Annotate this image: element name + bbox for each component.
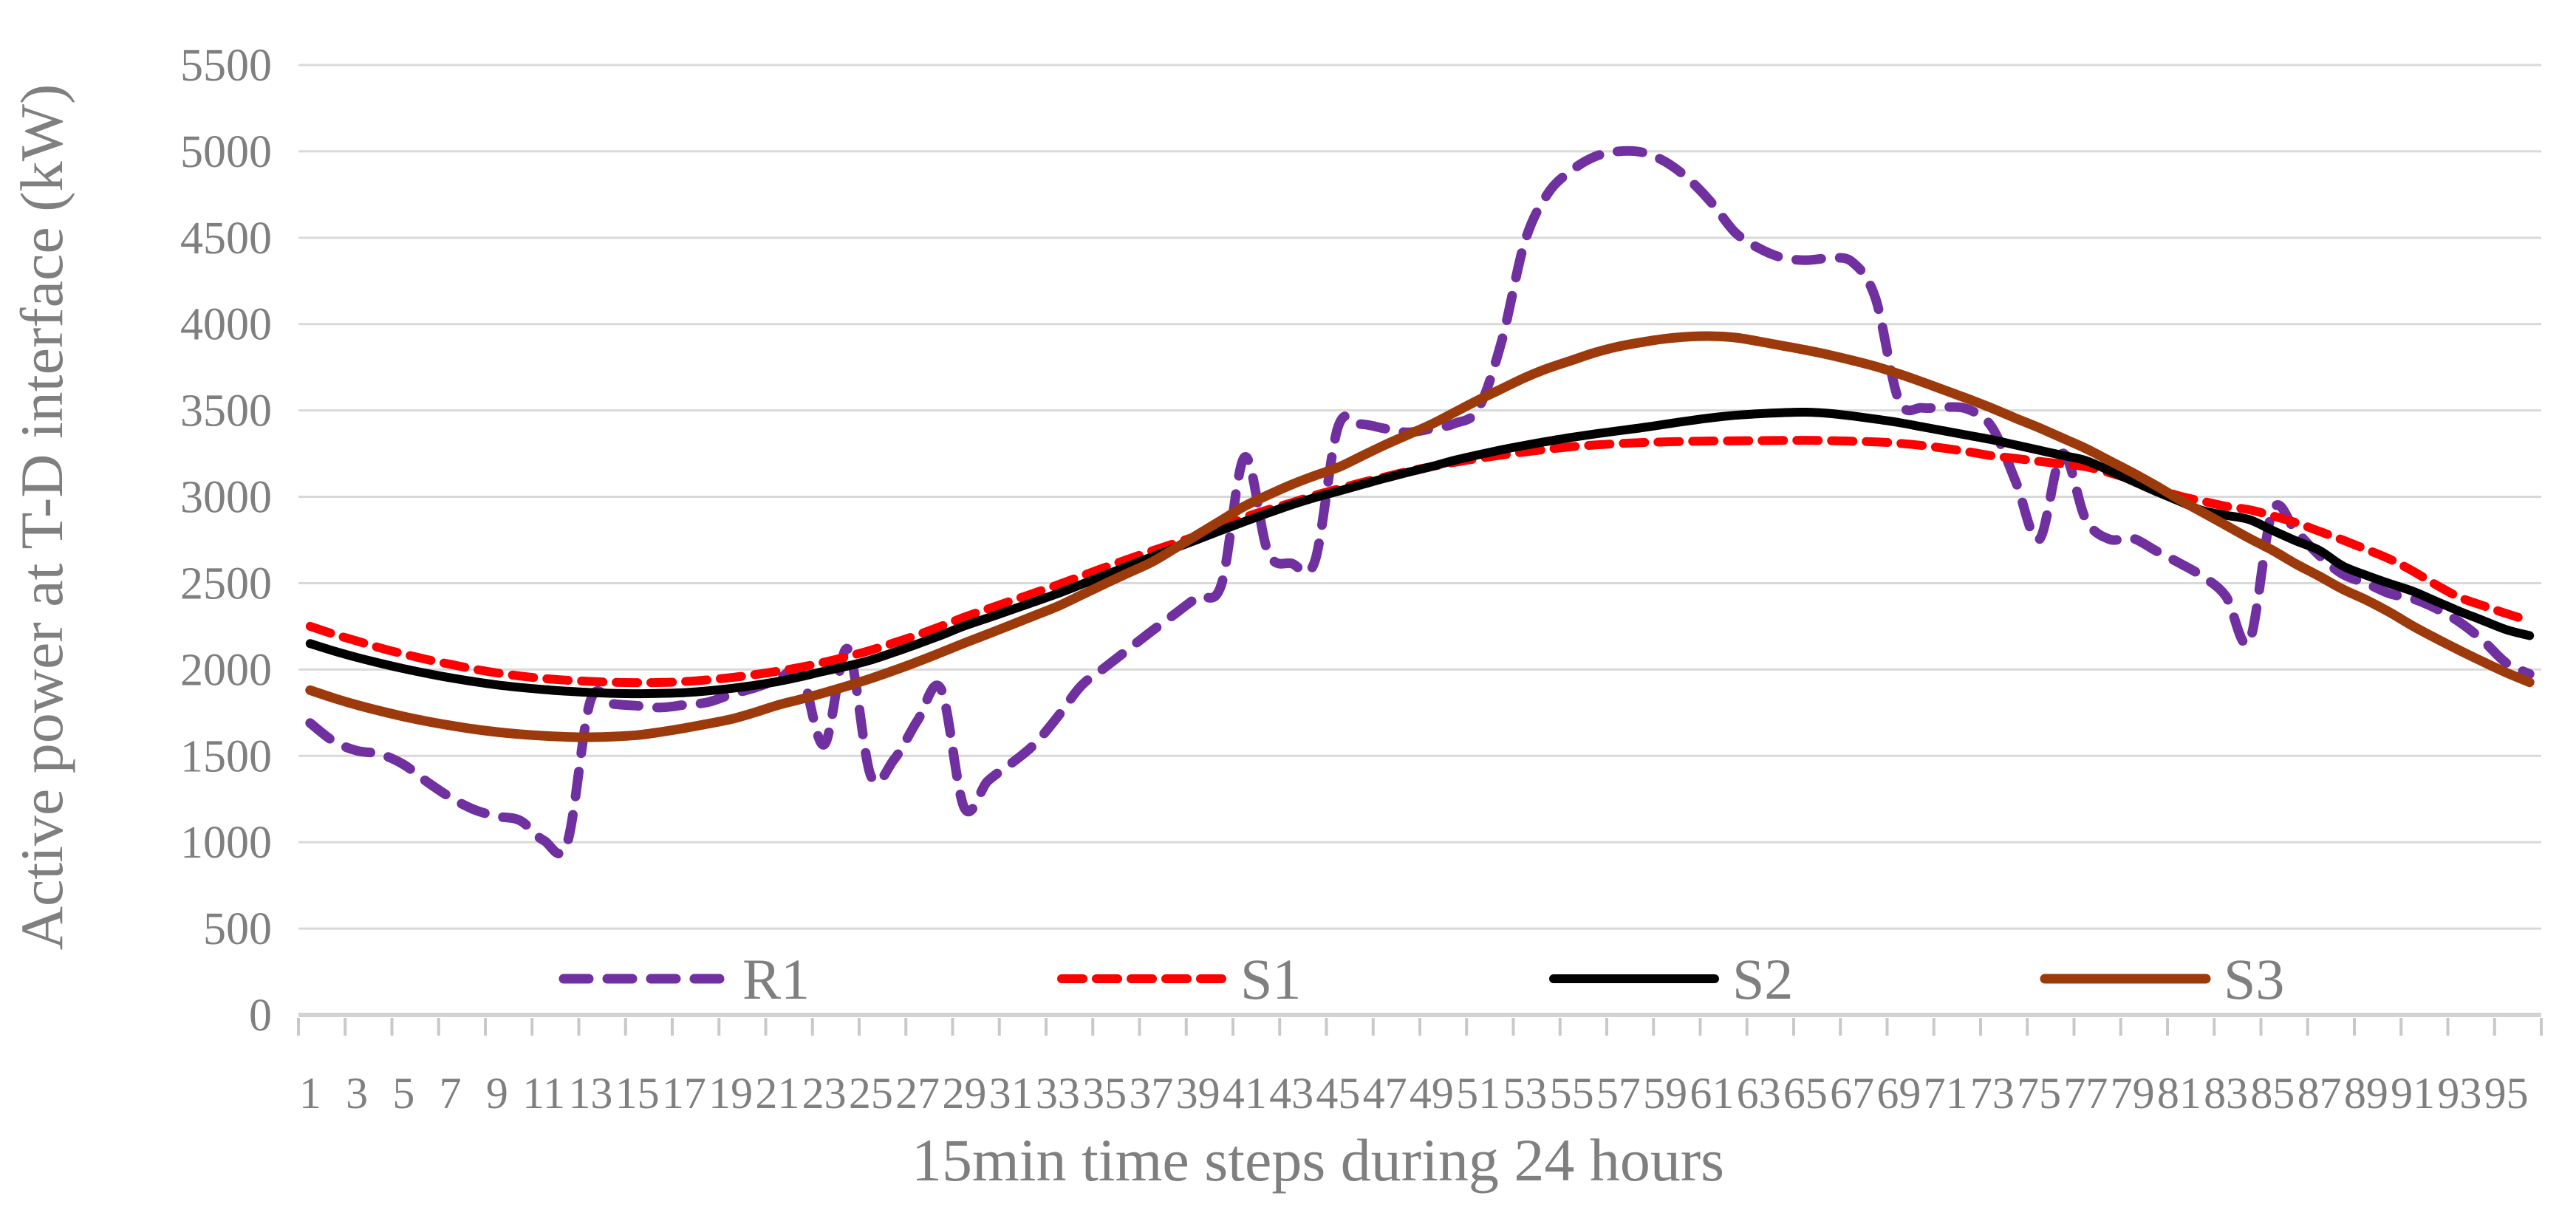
x-tick-label-25: 25: [849, 1069, 893, 1118]
x-tick-label-55: 55: [1550, 1069, 1594, 1118]
gridlines: [298, 64, 2541, 1017]
y-tick-label-5000: 5000: [180, 127, 272, 177]
x-tick-label-3: 3: [346, 1069, 368, 1118]
x-tick-label-69: 69: [1876, 1069, 1921, 1118]
x-tick-label-23: 23: [802, 1069, 847, 1118]
x-tick-label-73: 73: [1970, 1069, 2015, 1118]
x-tick-label-85: 85: [2250, 1069, 2295, 1118]
series-line-S1: [305, 436, 2535, 688]
legend-item-R1: R1: [558, 947, 810, 1011]
x-tick-label-5: 5: [392, 1069, 414, 1118]
x-axis-title: 15min time steps during 24 hours: [912, 1126, 1724, 1194]
x-tick-label-59: 59: [1643, 1069, 1687, 1118]
x-tick-label-67: 67: [1830, 1069, 1874, 1118]
legend-label-S3: S3: [2224, 947, 2284, 1011]
x-tick-label-9: 9: [486, 1069, 508, 1118]
y-tick-label-2000: 2000: [180, 645, 272, 695]
x-tick-label-65: 65: [1783, 1069, 1828, 1118]
x-tick-label-35: 35: [1082, 1069, 1127, 1118]
series-lines: [305, 146, 2535, 859]
legend-item-S2: S2: [1549, 947, 1793, 1011]
x-tick-label-53: 53: [1503, 1069, 1547, 1118]
x-tick-label-19: 19: [708, 1069, 753, 1118]
y-tick-label-4500: 4500: [180, 213, 272, 264]
x-tick-label-63: 63: [1737, 1069, 1781, 1118]
x-tick-label-89: 89: [2344, 1069, 2388, 1118]
x-tick-label-31: 31: [989, 1069, 1034, 1118]
x-tick-label-81: 81: [2157, 1069, 2201, 1118]
x-tick-label-37: 37: [1129, 1069, 1173, 1118]
x-tick-label-17: 17: [662, 1069, 706, 1118]
y-axis-tick-labels: 0 500 1000 1500 2000 2500 3000 3500 4000 4500 5000…: [180, 41, 272, 1041]
legend-label-R1: R1: [742, 947, 810, 1011]
series-line-S2: [305, 407, 2535, 699]
y-tick-label-3500: 3500: [180, 386, 272, 437]
x-tick-label-47: 47: [1363, 1069, 1407, 1118]
x-tick-label-1: 1: [299, 1069, 321, 1118]
y-tick-label-500: 500: [203, 904, 272, 954]
legend-label-S1: S1: [1240, 947, 1301, 1011]
y-axis-title: Active power at T-D interface (kW): [8, 84, 75, 951]
x-tick-label-45: 45: [1316, 1069, 1360, 1118]
x-tick-label-87: 87: [2297, 1069, 2342, 1118]
chart-legend: R1 S1 S2 S3: [558, 947, 2284, 1011]
y-tick-label-1500: 1500: [180, 731, 272, 782]
x-tick-label-91: 91: [2391, 1069, 2435, 1118]
y-tick-label-0: 0: [249, 991, 272, 1041]
x-tick-label-83: 83: [2204, 1069, 2248, 1118]
y-tick-label-5500: 5500: [180, 41, 272, 91]
x-axis-tick-labels: 1 3 5 7 9 11 13 15 17 19 21 23 25 27 29 31 33 35 37 39 41 43 4…: [299, 1069, 2529, 1118]
x-axis-ticks: [297, 1018, 2543, 1036]
x-tick-label-51: 51: [1456, 1069, 1500, 1118]
series-line-R1: [305, 146, 2535, 859]
y-tick-label-4000: 4000: [180, 300, 272, 350]
x-tick-label-95: 95: [2484, 1069, 2529, 1118]
legend-label-S2: S2: [1732, 947, 1793, 1011]
x-tick-label-39: 39: [1176, 1069, 1220, 1118]
x-tick-label-77: 77: [2063, 1069, 2108, 1118]
x-tick-label-15: 15: [615, 1069, 660, 1118]
series-line-S3: [305, 331, 2535, 742]
legend-item-S3: S3: [2040, 947, 2284, 1011]
x-tick-label-61: 61: [1690, 1069, 1734, 1118]
y-tick-label-3000: 3000: [180, 473, 272, 523]
x-tick-label-71: 71: [1924, 1069, 1968, 1118]
y-tick-label-1000: 1000: [180, 818, 272, 868]
x-tick-label-7: 7: [440, 1069, 462, 1118]
x-tick-label-41: 41: [1223, 1069, 1267, 1118]
x-tick-label-79: 79: [2111, 1069, 2155, 1118]
x-tick-label-43: 43: [1269, 1069, 1313, 1118]
y-tick-label-2500: 2500: [180, 558, 272, 609]
x-tick-label-75: 75: [2017, 1069, 2061, 1118]
x-tick-label-11: 11: [522, 1069, 565, 1118]
x-tick-label-13: 13: [568, 1069, 612, 1118]
legend-item-S1: S1: [1057, 947, 1301, 1011]
x-tick-label-29: 29: [942, 1069, 986, 1118]
x-tick-label-27: 27: [895, 1069, 940, 1118]
x-tick-label-57: 57: [1596, 1069, 1641, 1118]
x-tick-label-49: 49: [1410, 1069, 1454, 1118]
x-tick-label-21: 21: [755, 1069, 799, 1118]
x-tick-label-93: 93: [2437, 1069, 2481, 1118]
x-tick-label-33: 33: [1036, 1069, 1080, 1118]
